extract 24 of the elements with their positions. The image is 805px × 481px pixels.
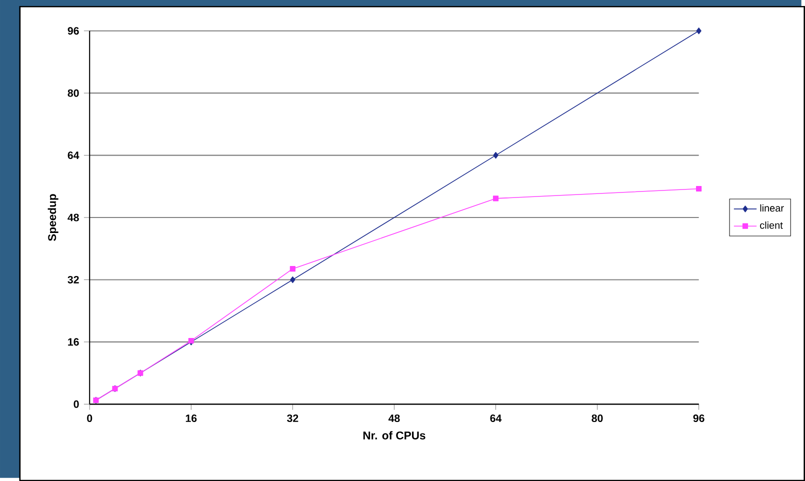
x-tick-label: 16 [186, 414, 197, 422]
point [290, 276, 296, 283]
x-axis-title: Nr. of CPUs [363, 431, 426, 440]
x-tick-label: 96 [693, 414, 704, 422]
y-tick-label: 80 [68, 89, 79, 97]
legend-label: linear [760, 204, 784, 212]
x-tick-label: 0 [87, 414, 92, 422]
legend-label: client [760, 221, 783, 229]
x-tick-label: 64 [490, 414, 502, 422]
y-tick-label: 64 [68, 151, 80, 159]
y-tick-label: 48 [68, 214, 79, 222]
point [696, 27, 702, 34]
y-tick-label: 96 [68, 27, 79, 35]
point [290, 266, 296, 272]
point [696, 186, 702, 192]
y-tick-label: 32 [68, 276, 79, 284]
x-tick-label: 80 [592, 414, 603, 422]
x-tick-label: 48 [388, 414, 400, 422]
x-tick-label: 32 [287, 414, 298, 422]
y-axis-title: Speedup [48, 194, 58, 241]
point [493, 152, 498, 159]
point [492, 196, 499, 202]
y-tick-label: 0 [74, 400, 79, 408]
y-tick-label: 16 [68, 338, 79, 346]
